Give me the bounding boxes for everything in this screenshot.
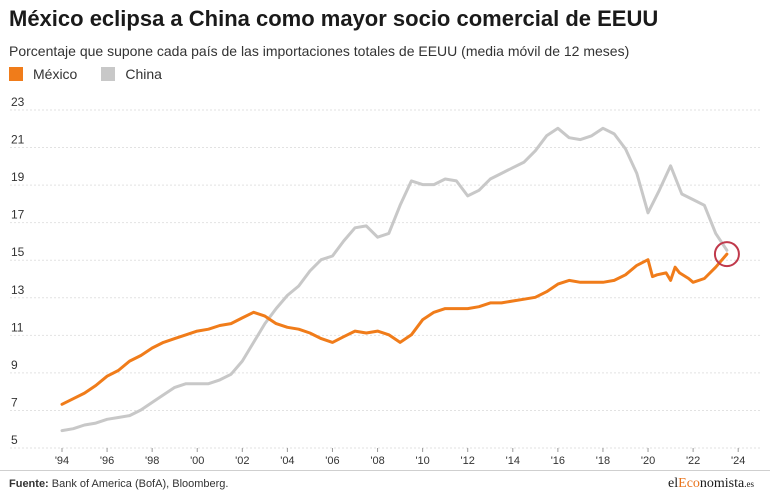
logo-post: nomista	[699, 476, 745, 491]
x-tick-label: '96	[100, 455, 114, 467]
logo-pre: el	[668, 476, 679, 491]
x-tick-label: '16	[551, 455, 565, 467]
source-label: Fuente:	[9, 478, 49, 490]
y-tick-label: 19	[11, 170, 25, 184]
y-tick-label: 21	[11, 133, 25, 147]
highlight-circle	[713, 241, 740, 268]
chart-subtitle: Porcentaje que supone cada país de las i…	[9, 43, 630, 59]
legend-item-mexico[interactable]: México	[9, 66, 77, 82]
y-tick-label: 13	[11, 283, 25, 297]
y-tick-label: 11	[11, 320, 24, 334]
source-note: Fuente: Bank of America (BofA), Bloomber…	[9, 478, 228, 490]
x-tick-label: '14	[506, 455, 520, 467]
y-tick-label: 17	[11, 208, 25, 222]
chart-title: México eclipsa a China como mayor socio …	[9, 6, 659, 31]
series-line-mexico	[60, 252, 729, 406]
y-tick-label: 9	[11, 358, 18, 372]
legend-swatch-china	[101, 67, 116, 81]
legend-item-china[interactable]: China	[101, 66, 162, 82]
logo-accent: Eco	[678, 476, 700, 491]
footer-divider	[0, 470, 770, 471]
x-tick-label: '04	[280, 455, 294, 467]
y-tick-label: 15	[11, 245, 25, 259]
x-tick-label: '24	[731, 455, 745, 467]
x-tick-label: '98	[145, 455, 159, 467]
y-tick-label: 23	[11, 95, 25, 109]
y-tick-label: 5	[11, 433, 18, 447]
logo-suffix: .es	[744, 479, 754, 489]
x-tick-label: '22	[686, 455, 700, 467]
line-chart: 5 7 9 11 13 15 17 19 21 23 '94 '96 '98 '00 '02 '04 '06 '0…	[10, 95, 760, 467]
x-tick-label: '06	[325, 455, 339, 467]
x-tick-label: '20	[641, 455, 655, 467]
legend-label-china: China	[125, 66, 162, 82]
x-tick-label: '94	[55, 455, 69, 467]
y-tick-label: 7	[11, 395, 18, 409]
chart-legend: México China	[9, 66, 186, 82]
source-text: Bank of America (BofA), Bloomberg.	[48, 478, 229, 490]
x-tick-label: '02	[235, 455, 249, 467]
x-tick-label: '18	[596, 455, 610, 467]
x-tick-label: '10	[415, 455, 429, 467]
x-tick-label: '12	[461, 455, 475, 467]
eleconomista-logo: elEconomista.es	[668, 476, 754, 492]
series-line-china	[60, 126, 729, 433]
x-tick-label: '00	[190, 455, 204, 467]
x-tick-label: '08	[370, 455, 384, 467]
legend-label-mexico: México	[33, 66, 78, 82]
legend-swatch-mexico	[9, 67, 23, 81]
